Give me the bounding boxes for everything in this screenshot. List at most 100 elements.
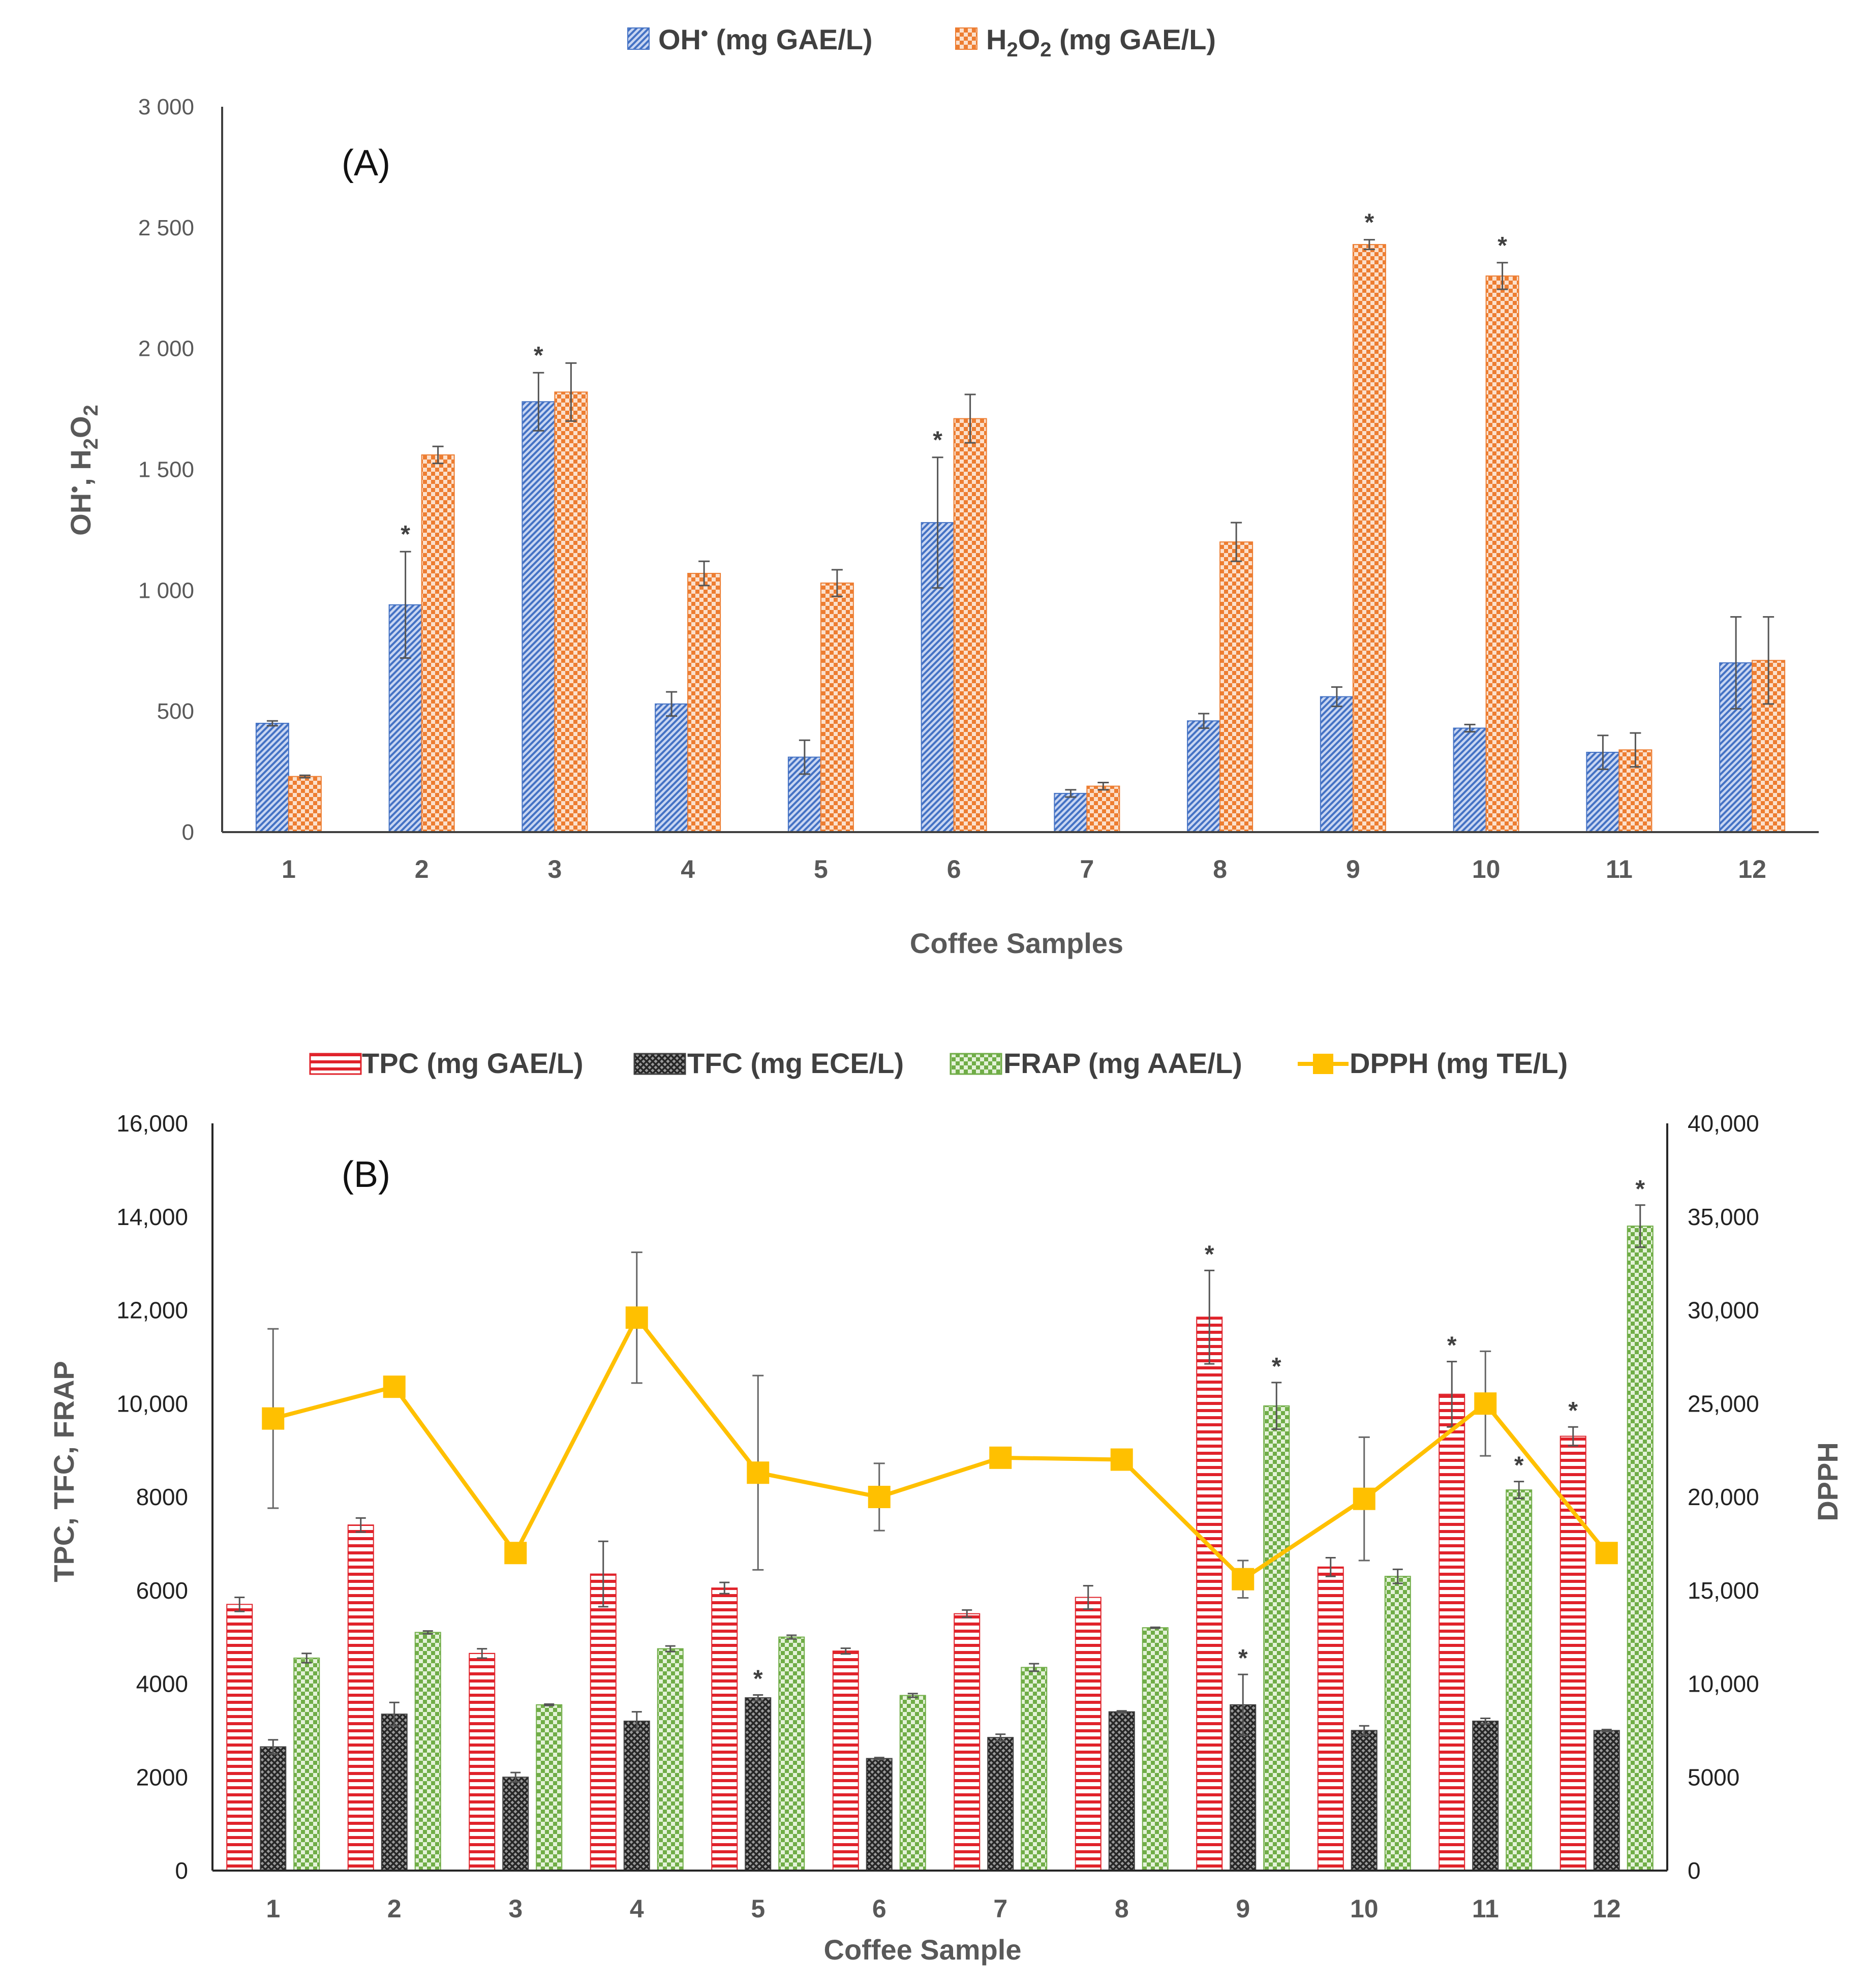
error-bar-h2o2 [1630, 732, 1641, 768]
x-tick-label-a: 11 [1606, 855, 1633, 883]
bar-tfc [1472, 1721, 1499, 1871]
bar-tfc [745, 1697, 772, 1871]
dpph-point [1353, 1487, 1375, 1510]
error-bar-oh [266, 720, 278, 727]
bar-tpc [832, 1650, 859, 1871]
bar-tfc [987, 1737, 1014, 1871]
bar-tpc [1439, 1393, 1465, 1871]
error-bar-frap [422, 1630, 433, 1635]
error-bar-tfc [631, 1711, 642, 1731]
dpph-point [747, 1461, 770, 1484]
bar-h2o2 [1352, 244, 1386, 833]
bar-oh [655, 703, 689, 833]
y-tick-label-a: 3 000 [138, 95, 194, 119]
bar-frap [778, 1636, 805, 1871]
dpph-point [383, 1375, 406, 1398]
significance-star-frap: * [1635, 1176, 1645, 1203]
bar-tpc [347, 1524, 374, 1871]
bars-a [255, 244, 1786, 833]
significance-star-tfc: * [1238, 1645, 1248, 1672]
error-bar-tpc [1568, 1426, 1578, 1447]
error-bar-tfc [1480, 1717, 1491, 1725]
panel-label-b: (B) [342, 1154, 390, 1195]
x-tick-label-a: 2 [415, 855, 429, 883]
x-tick-label-a: 1 [282, 855, 296, 883]
y-axis-label-b-right: DPPH [1812, 1442, 1844, 1521]
error-bar-tpc [1204, 1269, 1215, 1365]
x-tick-label-b: 7 [993, 1894, 1007, 1923]
error-bars-a [266, 239, 1775, 798]
x-tick-label-b: 9 [1236, 1894, 1250, 1923]
error-bar-frap [1271, 1382, 1282, 1430]
error-bar-oh [533, 372, 544, 432]
legend-swatch-tpc [309, 1053, 362, 1075]
bar-tpc [590, 1573, 617, 1871]
error-bar-frap [1635, 1204, 1645, 1248]
y-tick-label-b-right: 0 [1688, 1857, 1701, 1884]
bar-h2o2 [421, 454, 455, 833]
legend-label-h2o2: H2O2 (mg GAE/L) [986, 23, 1216, 61]
bar-tpc [954, 1613, 981, 1871]
legend-swatch-frap [950, 1053, 1002, 1075]
error-bar-h2o2 [1763, 616, 1775, 705]
x-tick-label-a: 10 [1472, 855, 1501, 883]
bar-oh [1453, 727, 1487, 833]
significance-star-tpc: * [1205, 1241, 1214, 1268]
x-tick-label-b: 2 [387, 1894, 402, 1923]
error-bar-tfc [995, 1733, 1006, 1742]
chart-a: OH• (mg GAE/L) H2O2 (mg GAE/L) (A) OH•, … [64, 22, 1819, 959]
x-tick-label-b: 5 [751, 1894, 765, 1923]
significance-star-h2o2: * [1497, 232, 1507, 259]
dpph-line [262, 1251, 1618, 1599]
y-tick-label-b-right: 35,000 [1688, 1204, 1759, 1230]
error-bar-frap [786, 1634, 797, 1640]
error-bar-tpc [1083, 1585, 1093, 1610]
error-bar-tpc [840, 1647, 851, 1655]
x-tick-label-a: 6 [947, 855, 961, 883]
significance-star-tfc: * [753, 1666, 763, 1693]
bar-tfc [866, 1758, 893, 1871]
error-bar-h2o2 [1097, 781, 1109, 791]
y-tick-label-b-left: 4000 [136, 1671, 188, 1697]
bar-oh [1054, 792, 1088, 833]
bar-frap [899, 1695, 926, 1871]
error-bar-oh [666, 691, 678, 717]
error-bar-frap [1392, 1568, 1403, 1584]
y-tick-label-a: 1 000 [138, 578, 194, 603]
bar-frap [414, 1632, 441, 1871]
error-bar-tpc [962, 1609, 972, 1618]
error-bar-frap [665, 1645, 676, 1653]
error-bar-h2o2 [299, 774, 311, 779]
error-bar-oh [1065, 789, 1077, 798]
y-tick-label-b-left: 16,000 [116, 1110, 188, 1137]
y-tick-label-a: 0 [182, 820, 194, 845]
x-tick-label-a: 7 [1080, 855, 1094, 883]
x-tick-label-b: 8 [1115, 1894, 1129, 1923]
legend-b: TPC (mg GAE/L) TFC (mg ECE/L) FRAP (mg A… [309, 1047, 1568, 1079]
error-bar-tpc [1325, 1556, 1336, 1577]
bar-tfc [1351, 1730, 1378, 1871]
bar-tpc [226, 1604, 253, 1871]
x-tick-label-b: 6 [872, 1894, 886, 1923]
bar-tfc [623, 1721, 650, 1871]
error-bar-tfc [268, 1739, 279, 1755]
y-axis-label-a: OH•, H2O2 [64, 405, 102, 536]
legend-a: OH• (mg GAE/L) H2O2 (mg GAE/L) [627, 22, 1216, 61]
y-axis-label-b-left: TPC, TFC, FRAP [48, 1361, 80, 1582]
bar-h2o2 [1485, 275, 1519, 833]
legend-label-oh: OH• (mg GAE/L) [658, 22, 873, 55]
x-tick-label-a: 5 [814, 855, 828, 883]
y-tick-label-b-right: 10,000 [1688, 1671, 1759, 1697]
error-bar-oh [1198, 713, 1210, 729]
x-tick-label-b: 12 [1593, 1894, 1621, 1923]
y-tick-label-b-left: 8000 [136, 1484, 188, 1510]
x-tick-label-b: 1 [266, 1894, 280, 1923]
significance-b: * * * * * * * * [753, 1176, 1645, 1693]
bar-h2o2 [1219, 541, 1253, 833]
y-tick-label-b-left: 0 [175, 1857, 188, 1884]
bar-tfc [260, 1746, 287, 1871]
error-bar-tfc [874, 1757, 884, 1760]
y-ticks-a: 0 500 1 000 1 500 2 000 2 500 3 000 [138, 95, 194, 845]
error-bar-tpc [234, 1597, 245, 1612]
